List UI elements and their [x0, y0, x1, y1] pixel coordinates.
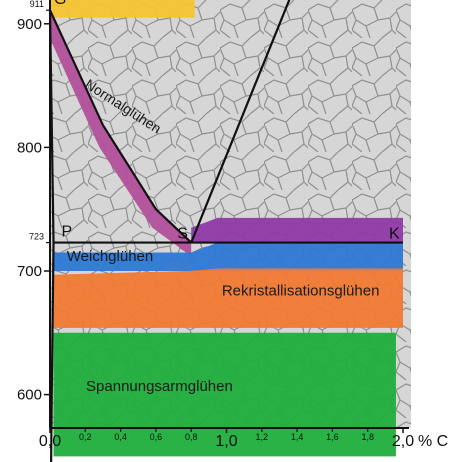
- region-label-5: Rekristallisationsglühen: [222, 283, 380, 300]
- point-label-g: G: [54, 0, 66, 8]
- region-label-4: Weichglühen: [67, 248, 153, 265]
- x-tick-label-1.8: 1,8: [361, 432, 374, 442]
- region-3: [191, 217, 403, 243]
- point-label-p: P: [62, 224, 73, 241]
- x-tick-label-0: 0,0: [39, 433, 61, 450]
- region-6: [53, 332, 396, 457]
- point-label-k: K: [389, 226, 400, 243]
- x-tick-label-1.2: 1,2: [256, 432, 269, 442]
- y-tick-label-900: 900: [17, 16, 42, 33]
- phase-points: GPSKE: [54, 0, 400, 243]
- x-tick-label-0.4: 0,4: [114, 432, 127, 442]
- region-label-6: Spannungsarmglühen: [86, 378, 233, 395]
- x-tick-label-2: 2,0: [392, 433, 414, 450]
- x-tick-label-1.6: 1,6: [326, 432, 339, 442]
- x-tick-label-0.6: 0,6: [150, 432, 163, 442]
- point-label-s: S: [177, 226, 188, 243]
- axes: 114711001000900800700600500911723°C0,01,…: [17, 0, 448, 450]
- annealing-regions: [50, 0, 403, 457]
- region-4: [53, 242, 403, 271]
- y-tick-label-600: 600: [17, 387, 42, 404]
- x-tick-label-0.8: 0,8: [185, 432, 198, 442]
- y-tick-label-800: 800: [17, 139, 42, 156]
- y-tick-label-723: 723: [29, 232, 44, 242]
- line-gs: [49, 9, 192, 244]
- x-tick-label-0.2: 0,2: [79, 432, 92, 442]
- x-tick-label-1.4: 1,4: [291, 432, 304, 442]
- y-tick-label-911: 911: [30, 0, 44, 9]
- region-5: [53, 268, 403, 328]
- region-1: [50, 0, 195, 18]
- y-tick-label-700: 700: [17, 263, 42, 280]
- x-unit-label: % C: [418, 433, 448, 450]
- line-pq: [50, 242, 55, 462]
- x-tick-label-1: 1,0: [215, 433, 237, 450]
- region-2: [50, 10, 192, 257]
- line-se: [190, 0, 291, 243]
